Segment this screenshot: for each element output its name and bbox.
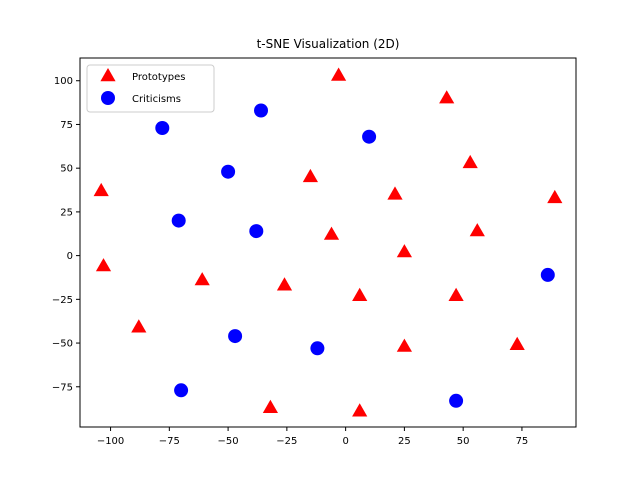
- prototype-point: [276, 277, 293, 291]
- x-axis: −100 −75 −50 −25 0 25 50 75: [97, 427, 528, 447]
- y-tick-label: −75: [52, 382, 73, 393]
- criticism-point: [171, 213, 186, 228]
- plot-frame: [79, 57, 577, 428]
- x-tick-label: −75: [159, 436, 180, 447]
- criticism-point: [228, 329, 243, 344]
- legend-frame: [86, 64, 215, 113]
- x-tick-label: −50: [218, 436, 239, 447]
- prototype-point: [95, 258, 112, 272]
- criticism-point: [310, 341, 325, 356]
- prototype-point: [439, 90, 455, 104]
- prototype-point: [331, 67, 347, 81]
- x-tick-label: 0: [342, 436, 348, 447]
- prototype-point: [396, 338, 412, 352]
- criticism-point: [174, 383, 189, 398]
- prototype-point: [387, 186, 403, 200]
- prototype-point: [448, 287, 464, 301]
- prototype-point: [547, 189, 563, 204]
- x-tick-label: 75: [516, 436, 529, 447]
- prototype-point: [509, 336, 525, 350]
- legend: Prototypes Criticisms: [86, 64, 215, 113]
- prototype-point: [396, 244, 412, 258]
- data-points: [93, 67, 563, 417]
- x-tick-label: −25: [276, 436, 297, 447]
- x-tick-label: 50: [457, 436, 470, 447]
- criticism-point: [155, 121, 170, 135]
- y-tick-label: −25: [52, 295, 73, 306]
- criticism-point: [249, 224, 264, 239]
- prototype-point: [352, 287, 368, 301]
- x-tick-label: 25: [398, 436, 411, 447]
- prototype-point: [93, 182, 109, 197]
- prototype-point: [352, 403, 368, 417]
- legend-triangle-marker: [100, 68, 116, 82]
- prototype-point: [131, 319, 147, 333]
- y-tick-label: −50: [52, 339, 73, 350]
- x-tick-label: −100: [97, 436, 124, 447]
- criticism-point: [449, 393, 464, 408]
- legend-circle-marker: [101, 91, 115, 105]
- y-tick-label: 50: [60, 164, 73, 175]
- prototype-point: [462, 154, 478, 169]
- y-tick-label: 25: [60, 207, 73, 218]
- criticism-point: [540, 267, 555, 282]
- prototype-point: [262, 399, 278, 413]
- prototype-point: [194, 272, 210, 286]
- legend-label-prototypes: Prototypes: [132, 72, 185, 83]
- legend-label-criticisms: Criticisms: [132, 94, 181, 105]
- y-tick-label: 100: [54, 76, 73, 87]
- chart-title: t-SNE Visualization (2D): [257, 37, 400, 51]
- prototype-point: [323, 226, 340, 240]
- y-tick-label: 0: [67, 251, 73, 262]
- criticism-point: [362, 129, 377, 144]
- criticism-point: [254, 103, 268, 118]
- y-tick-label: 75: [60, 120, 73, 131]
- prototype-point: [469, 223, 485, 237]
- prototype-point: [302, 168, 318, 183]
- criticism-point: [221, 164, 236, 179]
- y-axis: −75 −50 −25 0 25 50 75 100: [52, 76, 80, 393]
